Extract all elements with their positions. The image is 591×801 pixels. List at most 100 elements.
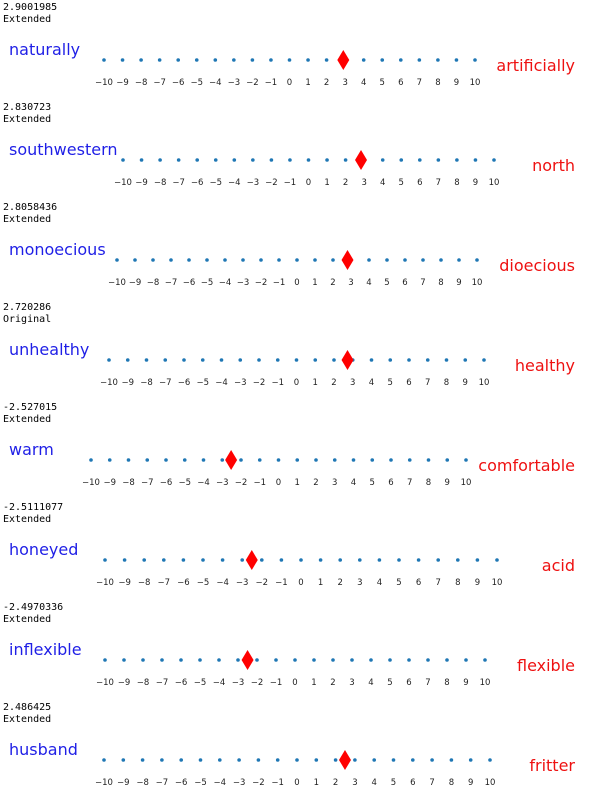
scale-point [133,258,137,262]
scale-point [257,358,261,362]
scale-point [275,358,280,362]
tick-label: 1 [311,678,316,688]
status-label: Extended [3,414,52,425]
tick-label: −5 [196,378,209,388]
tick-label: −4 [219,278,232,288]
tick-label: −2 [246,78,259,88]
scale-point [399,58,403,62]
tick-label: −10 [95,778,113,788]
tick-label: −9 [121,378,134,388]
scale-point [483,658,487,662]
tick-label: 4 [361,78,366,88]
tick-label: 1 [305,78,310,88]
tick-label: 8 [454,178,459,188]
scale-point [358,558,362,562]
scale-point [369,358,374,362]
scale-point [169,258,173,262]
scale-panel: 2.8058436 Extended monoecious dioecious … [0,200,591,300]
tick-label: −2 [252,778,265,788]
scale-point [294,358,299,362]
tick-label: 6 [398,78,403,88]
tick-label: −6 [160,478,173,488]
scale-point [213,158,218,162]
tick-label: 5 [387,678,392,688]
scale-point [372,758,377,762]
tick-label: 4 [371,778,376,788]
tick-label: −10 [100,378,118,388]
tick-label: 5 [370,478,375,488]
scale-point [122,658,126,662]
tick-label: 2 [331,378,336,388]
scale-point [353,758,357,762]
scale-point [463,358,468,362]
tick-label: −7 [172,178,185,188]
tick-label: 6 [406,378,411,388]
status-label: Extended [3,214,52,225]
tick-label: 7 [436,178,441,188]
tick-label: −10 [96,678,114,688]
tick-label: 10 [485,778,496,788]
tick-label: 1 [312,278,317,288]
scale-point [473,58,477,62]
scale-point [338,558,343,562]
tick-label: 7 [420,278,425,288]
scale-point [217,658,221,662]
tick-label: 6 [410,778,415,788]
tick-label: 2 [324,78,329,88]
scale-point [295,758,299,762]
scale-point [454,58,459,62]
tick-label: 4 [351,478,356,488]
number-line-axis: −10 −9 −8 −7 −6 −5 −4 −3 −2 −1 0 1 2 3 4 5 6 7 8 9 10 [96,550,503,588]
scale-point [179,658,183,662]
scale-point [436,158,441,162]
scale-point [239,458,243,462]
scale-point [277,258,281,262]
tick-label: −8 [137,678,150,688]
tick-label: −3 [216,478,229,488]
tick-label: 10 [470,78,481,88]
scale-point [260,558,264,562]
right-pole-label: acid [541,556,575,575]
scale-point [194,58,199,62]
scale-point [122,558,127,562]
score-value: -2.527015 [3,402,58,413]
scale-point [121,758,126,762]
left-pole-label: inflexible [9,640,82,659]
score-value: 2.486425 [3,702,52,713]
scale-point [160,758,164,762]
tick-label: −8 [147,278,160,288]
score-value: 2.8058436 [3,202,58,213]
right-pole-label: healthy [514,356,575,375]
right-pole-label: dioecious [499,256,575,275]
tick-label: 1 [313,378,318,388]
scale-panel: 2.830723 Extended southwestern north −10… [0,100,591,200]
number-line-axis: −10 −9 −8 −7 −6 −5 −4 −3 −2 −1 0 1 2 3 4 5 6 7 8 9 10 [114,150,499,188]
scale-point [103,658,107,662]
tick-label: −5 [178,478,191,488]
scale-point [140,758,145,762]
scale-point [385,258,389,262]
score-marker [338,750,351,770]
scale-point [495,558,499,562]
scale-point [449,758,454,762]
tick-label: 8 [426,478,431,488]
number-line-axis: −10 −9 −8 −7 −6 −5 −4 −3 −2 −1 0 1 2 3 4 5 6 7 8 9 10 [96,650,490,688]
tick-label: −2 [265,178,278,188]
scale-point [457,258,461,262]
tick-label: 8 [444,378,449,388]
left-pole-label: southwestern [9,140,118,159]
scale-point [324,58,329,62]
scale-point [142,558,146,562]
left-pole-label: naturally [9,40,81,59]
left-pole-label: unhealthy [9,340,90,359]
tick-label: 10 [492,578,503,588]
tick-label: 3 [349,678,354,688]
tick-label: −3 [233,778,246,788]
scale-point [331,258,335,262]
scale-point [332,458,337,462]
tick-label: 8 [449,778,454,788]
scale-point [181,558,186,562]
scale-point [103,558,107,562]
scale-point [492,158,496,162]
scale-panel: 2.9001985 Extended naturally artificiall… [0,0,591,100]
